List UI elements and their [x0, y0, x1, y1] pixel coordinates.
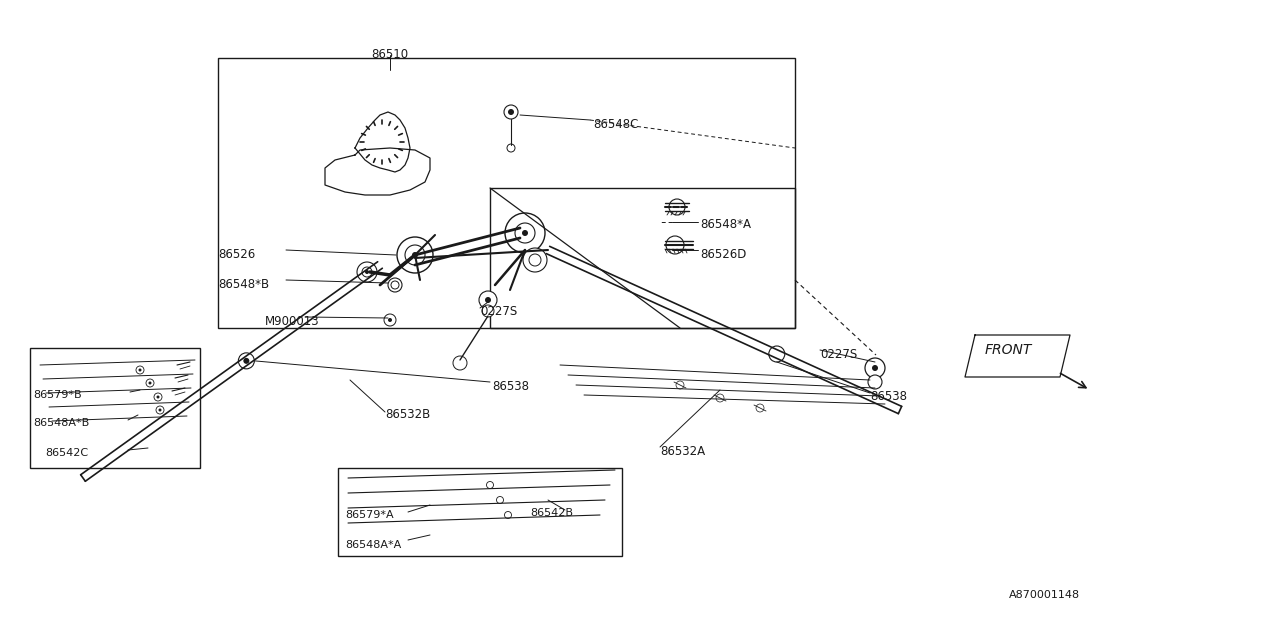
Circle shape	[483, 305, 494, 317]
Circle shape	[506, 213, 545, 253]
Circle shape	[365, 270, 369, 274]
Text: 86532A: 86532A	[660, 445, 705, 458]
Circle shape	[370, 130, 394, 154]
Circle shape	[412, 252, 419, 258]
Circle shape	[388, 278, 402, 292]
Circle shape	[769, 346, 785, 362]
Text: 86579*A: 86579*A	[346, 510, 394, 520]
Polygon shape	[355, 112, 410, 172]
Bar	[490, 188, 795, 328]
Text: 0227S: 0227S	[480, 305, 517, 318]
Text: M900013: M900013	[265, 315, 320, 328]
Circle shape	[146, 379, 154, 387]
Circle shape	[397, 237, 433, 273]
Text: 0227S: 0227S	[820, 348, 858, 361]
Circle shape	[148, 381, 151, 385]
Circle shape	[485, 297, 492, 303]
Circle shape	[156, 396, 160, 399]
Circle shape	[504, 511, 512, 518]
Circle shape	[159, 408, 161, 412]
Text: A870001148: A870001148	[1009, 590, 1080, 600]
Circle shape	[497, 497, 503, 504]
Circle shape	[364, 124, 401, 160]
Text: 86548A*B: 86548A*B	[33, 418, 90, 428]
Text: 86548A*A: 86548A*A	[346, 540, 401, 550]
Text: 86526D: 86526D	[700, 248, 746, 261]
Text: 86579*B: 86579*B	[33, 390, 82, 400]
Circle shape	[156, 406, 164, 414]
Circle shape	[522, 230, 529, 236]
Circle shape	[865, 358, 884, 378]
Text: 86532B: 86532B	[385, 408, 430, 421]
Circle shape	[872, 365, 878, 371]
Circle shape	[666, 236, 684, 254]
Text: 86542C: 86542C	[45, 448, 88, 458]
Circle shape	[756, 404, 764, 412]
Circle shape	[669, 199, 685, 215]
Text: 86542B: 86542B	[530, 508, 573, 518]
Circle shape	[154, 393, 163, 401]
Circle shape	[138, 369, 142, 371]
Circle shape	[238, 353, 255, 369]
Circle shape	[376, 136, 388, 148]
Bar	[29, 348, 200, 468]
Bar	[218, 58, 795, 328]
Circle shape	[676, 381, 684, 389]
Text: 86510: 86510	[371, 48, 408, 61]
Circle shape	[453, 356, 467, 370]
Circle shape	[388, 318, 392, 322]
Text: 86548*B: 86548*B	[218, 278, 269, 291]
Circle shape	[716, 394, 724, 402]
Circle shape	[357, 262, 378, 282]
Circle shape	[508, 109, 515, 115]
Circle shape	[136, 366, 145, 374]
Text: 86526: 86526	[218, 248, 255, 261]
Text: FRONT: FRONT	[986, 343, 1033, 357]
Text: 86548*A: 86548*A	[700, 218, 751, 231]
Text: 86538: 86538	[492, 380, 529, 393]
Text: 86548C: 86548C	[593, 118, 639, 131]
Circle shape	[384, 314, 396, 326]
Circle shape	[868, 375, 882, 389]
Text: 86538: 86538	[870, 390, 908, 403]
Circle shape	[486, 481, 494, 488]
Circle shape	[524, 248, 547, 272]
Circle shape	[479, 291, 497, 309]
Bar	[338, 468, 622, 556]
Circle shape	[243, 358, 250, 364]
